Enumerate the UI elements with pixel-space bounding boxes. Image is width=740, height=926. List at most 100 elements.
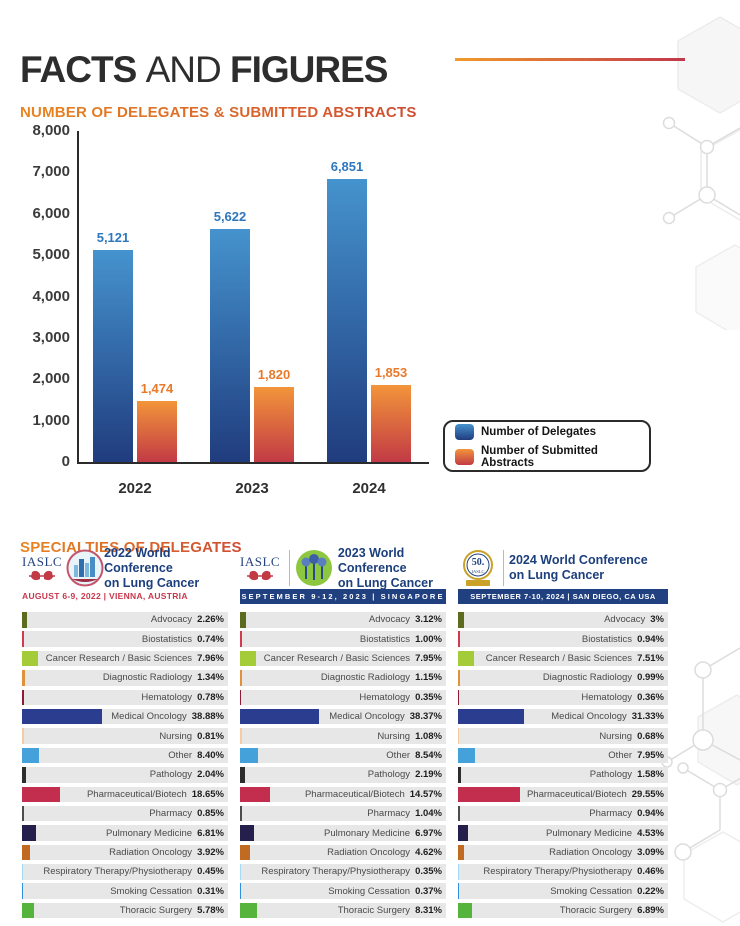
specialty-name-label: Diagnostic Radiology bbox=[542, 672, 633, 684]
specialty-bar-fill bbox=[22, 883, 23, 899]
specialty-bar-fill bbox=[240, 689, 241, 706]
x-axis-category-label: 2023 bbox=[235, 480, 269, 497]
specialty-bar-fill bbox=[22, 689, 24, 706]
specialty-row: Thoracic Surgery 5.78% bbox=[22, 902, 228, 919]
y-axis-tick-label: 4,000 bbox=[32, 287, 70, 305]
conference-title-line2: on Lung Cancer bbox=[337, 575, 433, 590]
specialty-name-label: Biostatistics bbox=[581, 633, 633, 645]
specialty-percentage-value: 1.15% bbox=[415, 672, 442, 684]
legend-item-delegates: Number of Delegates bbox=[455, 423, 649, 440]
bar-value-abstracts-2022: 1,474 bbox=[140, 381, 174, 396]
iaslc-logo: IASLC bbox=[240, 554, 280, 582]
lungs-icon bbox=[29, 570, 56, 581]
specialty-percentage-value: 0.45% bbox=[197, 866, 224, 878]
specialty-row: Pulmonary Medicine 4.53% bbox=[458, 825, 668, 841]
conference-date-2023: SEPTEMBER 9-12, 2023 | SINGAPORE bbox=[240, 589, 446, 604]
specialty-percentage-value: 8.54% bbox=[415, 749, 442, 761]
conference-date-2022: AUGUST 6-9, 2022 | VIENNA, AUSTRIA bbox=[22, 591, 188, 601]
specialty-bar-fill bbox=[22, 902, 34, 919]
specialty-percentage-value: 2.19% bbox=[415, 769, 442, 781]
specialty-row: Pharmaceutical/Biotech 14.57% bbox=[240, 786, 446, 803]
iaslc-wordmark: IASLC bbox=[240, 554, 281, 569]
specialty-name-label: Thoracic Surgery bbox=[337, 905, 411, 917]
specialty-percentage-value: 38.37% bbox=[409, 711, 442, 723]
specialty-percentage-value: 8.40% bbox=[197, 749, 224, 761]
specialty-bar-fill bbox=[458, 767, 462, 783]
specialty-bar-fill bbox=[22, 612, 27, 628]
specialty-percentage-value: 0.37% bbox=[415, 885, 442, 897]
specialty-name-label: Advocacy bbox=[604, 614, 646, 626]
specialty-percentage-value: 6.81% bbox=[197, 827, 224, 839]
specialty-percentage-value: 7.95% bbox=[637, 749, 664, 761]
specialty-bar-fill bbox=[458, 825, 468, 841]
specialty-bar-fill bbox=[240, 883, 241, 899]
conference-title-line1: 2023 World Conference bbox=[337, 545, 407, 575]
specialty-bar-fill bbox=[240, 650, 257, 667]
bar-value-delegates-2023: 5,622 bbox=[213, 209, 247, 225]
specialty-percentage-value: 5.78% bbox=[197, 905, 224, 917]
iaslc-wordmark: IASLC bbox=[22, 554, 63, 569]
specialty-row: Biostatistics 0.74% bbox=[22, 631, 228, 647]
title-word-facts: FACTS bbox=[20, 48, 137, 90]
specialty-bar-fill bbox=[458, 631, 460, 647]
specialty-percentage-value: 3.12% bbox=[415, 614, 442, 626]
specialty-bar-fill bbox=[22, 786, 61, 803]
delegates-abstracts-bar-chart: 0 1,000 2,000 3,000 4,000 5,000 6,000 7,000 8,00… bbox=[0, 118, 460, 510]
conference-logo-2023: IASLC 2 bbox=[240, 546, 446, 591]
specialty-percentage-value: 0.36% bbox=[637, 691, 664, 703]
legend-label-delegates: Number of Delegates bbox=[481, 425, 597, 438]
bar-delegates-2022 bbox=[93, 250, 133, 462]
specialty-percentage-value: 0.81% bbox=[197, 730, 224, 742]
specialty-row: Respiratory Therapy/Physiotherapy 0.46% bbox=[458, 864, 668, 880]
specialty-name-label: Medical Oncology bbox=[329, 711, 405, 723]
specialty-bar-fill bbox=[458, 902, 473, 919]
specialty-row: Diagnostic Radiology 1.34% bbox=[22, 670, 228, 686]
page-title: FACTS AND FIGURES bbox=[20, 48, 388, 91]
specialty-bar-fill bbox=[22, 767, 27, 783]
specialty-name-label: Respiratory Therapy/Physiotherapy bbox=[261, 866, 411, 878]
x-axis-category-label: 2022 bbox=[118, 480, 152, 497]
bar-abstracts-2023 bbox=[254, 386, 294, 462]
specialty-row: Nursing 1.08% bbox=[240, 728, 446, 744]
specialty-name-label: Pharmaceutical/Biotech bbox=[86, 788, 187, 800]
svg-text:IASLC: IASLC bbox=[471, 569, 484, 574]
specialty-row: Nursing 0.81% bbox=[22, 728, 228, 744]
conference-logo-2022: IASLC 2022 World Conference bbox=[22, 546, 228, 590]
specialty-bar-fill bbox=[240, 805, 243, 822]
specialty-bar-fill bbox=[22, 864, 23, 880]
specialty-name-label: Radiation Oncology bbox=[109, 846, 193, 858]
specialty-percentage-value: 1.58% bbox=[637, 769, 664, 781]
bar-delegates-2023 bbox=[210, 229, 250, 462]
specialty-percentage-value: 6.97% bbox=[415, 827, 442, 839]
specialties-column-2022: IASLC 2022 World Conference bbox=[22, 546, 228, 922]
specialty-row: Smoking Cessation 0.37% bbox=[240, 883, 446, 899]
specialty-bar-fill bbox=[458, 747, 475, 764]
specialty-bar-fill bbox=[22, 728, 24, 744]
specialty-name-label: Cancer Research / Basic Sciences bbox=[263, 653, 411, 665]
specialty-bar-fill bbox=[240, 844, 250, 861]
specialty-percentage-value: 0.22% bbox=[637, 885, 664, 897]
specialty-row: Biostatistics 0.94% bbox=[458, 631, 668, 647]
conference-title-line1: 2024 World Conference bbox=[509, 553, 648, 567]
y-axis-tick-label: 6,000 bbox=[32, 204, 70, 222]
specialty-bar-fill bbox=[458, 650, 474, 667]
specialty-row: Respiratory Therapy/Physiotherapy 0.45% bbox=[22, 864, 228, 880]
specialty-percentage-value: 0.94% bbox=[637, 633, 664, 645]
conference-title-2023: 2023 World Conference on Lung Cancer bbox=[338, 546, 446, 591]
specialty-row: Hematology 0.35% bbox=[240, 689, 446, 706]
specialty-bar-fill bbox=[22, 670, 25, 686]
specialty-percentage-value: 8.31% bbox=[415, 905, 442, 917]
specialty-percentage-value: 3.09% bbox=[637, 846, 664, 858]
specialty-bar-fill bbox=[458, 708, 524, 725]
specialty-name-label: Biostatistics bbox=[359, 633, 411, 645]
specialty-name-label: Pulmonary Medicine bbox=[323, 827, 411, 839]
logo-divider bbox=[503, 550, 504, 586]
specialty-percentage-value: 38.88% bbox=[191, 711, 224, 723]
specialty-name-label: Hematology bbox=[359, 691, 411, 703]
conference-logo-2024: 50. IASLC 2024 World Conference on Lung … bbox=[458, 548, 668, 588]
specialty-row: Hematology 0.78% bbox=[22, 689, 228, 706]
specialty-row: Smoking Cessation 0.22% bbox=[458, 883, 668, 899]
specialty-percentage-value: 0.31% bbox=[197, 885, 224, 897]
specialty-name-label: Pathology bbox=[367, 769, 411, 781]
specialty-row: Pharmacy 0.85% bbox=[22, 805, 228, 822]
